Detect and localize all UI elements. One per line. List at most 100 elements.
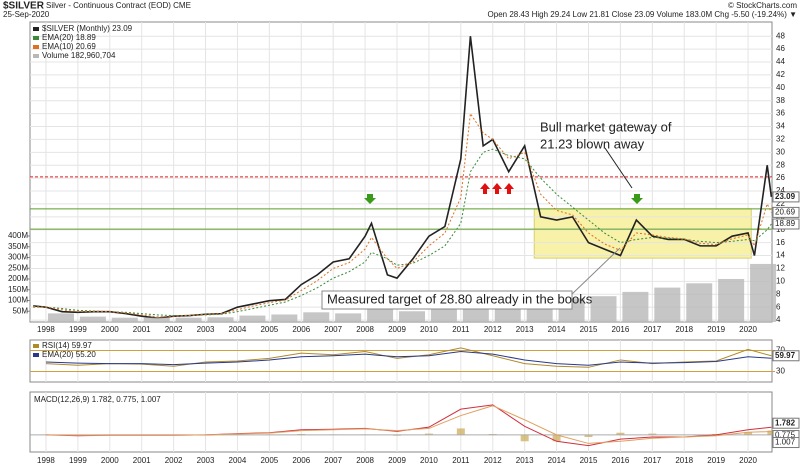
value-flag-label: 1.007 — [775, 438, 796, 447]
y-tick-label: 16 — [776, 238, 785, 247]
y-tick-label: 14 — [776, 251, 785, 260]
symbol: $SILVER — [3, 1, 45, 12]
volume-bar — [335, 313, 362, 322]
x-tick-label: 2014 — [548, 325, 566, 334]
panel-label: MACD(12,26,9) 1.782, 0.775, 1.007 — [34, 395, 161, 404]
histogram-bar — [552, 434, 561, 442]
x-tick-label: 2008 — [356, 325, 374, 334]
x-tick-label: 2001 — [133, 456, 151, 465]
y-tick-label: 26 — [776, 173, 785, 182]
volume-bar — [367, 309, 394, 322]
histogram-bar — [648, 433, 657, 435]
value-flag — [772, 191, 800, 203]
volume-bar — [590, 296, 617, 322]
value-flag-label: 0.775 — [775, 431, 796, 440]
volume-bar — [79, 316, 106, 322]
x-tick-label: 2015 — [580, 325, 598, 334]
annotation: Measured target of 28.80 already in the … — [327, 291, 593, 306]
plots: 1998 1998 1999 1999 2000 2000 2001 2001 2002 2002… — [8, 21, 800, 465]
value-flag-label: 23.09 — [775, 192, 796, 201]
x-tick-label: 2020 — [739, 325, 757, 334]
y-tick-label: 200M — [8, 274, 28, 283]
y-tick-label: 24 — [776, 186, 785, 195]
x-tick-label: 2013 — [516, 456, 534, 465]
volume-bar — [303, 312, 330, 322]
legend-label: EMA(10) 20.69 — [42, 42, 96, 51]
x-tick-label: 2002 — [165, 325, 183, 334]
x-tick-label: 2008 — [356, 456, 374, 465]
quote: Open 28.43 High 29.24 Low 21.81 Close 23… — [488, 10, 797, 19]
legend-label: EMA(20) 18.89 — [42, 33, 96, 42]
x-tick-label: 2018 — [675, 456, 693, 465]
volume-bar — [399, 311, 426, 322]
highlight-zone — [533, 208, 752, 259]
green-arrow — [631, 194, 643, 204]
series-line — [33, 148, 772, 317]
y-tick-label: 22 — [776, 199, 785, 208]
annotation: Bull market gateway of — [540, 119, 672, 134]
pointer — [569, 247, 621, 297]
volume-bar — [175, 317, 202, 322]
y-tick-label: 34 — [776, 122, 785, 131]
x-tick-label: 2018 — [675, 325, 693, 334]
value-flag — [772, 218, 800, 230]
legend-swatch — [33, 36, 39, 40]
panel-frame — [29, 339, 773, 383]
x-tick-label: 2017 — [643, 325, 661, 334]
x-tick-label: 2002 — [165, 456, 183, 465]
red-arrow — [492, 183, 502, 194]
x-tick-label: 2006 — [292, 456, 310, 465]
histogram-bar — [744, 432, 753, 435]
value-flag — [772, 350, 800, 362]
y-tick-label: 100M — [8, 296, 28, 305]
y-tick-label: 42 — [776, 70, 785, 79]
histogram-bar — [456, 428, 465, 435]
value-flag — [772, 417, 800, 429]
x-tick-label: 2007 — [324, 456, 342, 465]
y-tick-label: 10 — [776, 276, 785, 285]
histogram-bar — [584, 434, 593, 437]
series-line — [33, 112, 772, 318]
legend-swatch — [33, 54, 39, 58]
instrument-name: Silver - Continuous Contract (EOD) CME — [46, 1, 191, 10]
x-tick-label: 2000 — [101, 325, 119, 334]
x-tick-label: 2012 — [484, 325, 502, 334]
y-tick-label: 32 — [776, 135, 785, 144]
x-tick-label: 2001 — [133, 325, 151, 334]
value-flag-label: 20.69 — [775, 207, 796, 216]
pointer — [604, 147, 633, 189]
volume-bar — [686, 283, 713, 322]
x-tick-label: 1999 — [69, 325, 87, 334]
x-tick-label: 2019 — [707, 456, 725, 465]
histogram-bar — [767, 430, 776, 435]
x-tick-label: 2006 — [292, 325, 310, 334]
x-tick-label: 2009 — [388, 325, 406, 334]
value-flag-label: 59.97 — [775, 351, 796, 360]
x-tick-label: 1998 — [37, 456, 55, 465]
y-tick-label: 12 — [776, 264, 785, 273]
x-tick-label: 2014 — [548, 456, 566, 465]
x-tick-label: 2015 — [580, 456, 598, 465]
volume-bar — [111, 317, 138, 322]
volume-bar — [622, 291, 649, 322]
volume-bar — [47, 313, 74, 322]
y-tick-label: 44 — [776, 57, 785, 66]
y-tick-label: 300M — [8, 253, 28, 262]
x-tick-label: 2012 — [484, 456, 502, 465]
x-tick-label: 2004 — [229, 325, 247, 334]
volume-bar — [718, 278, 745, 322]
arrows — [364, 147, 643, 297]
y-tick-label: 6 — [776, 302, 781, 311]
histogram-bar — [520, 434, 529, 442]
volume-bar — [430, 309, 457, 322]
volume-bar — [239, 315, 266, 322]
date: 25-Sep-2020 — [3, 10, 50, 19]
y-tick-label: 48 — [776, 31, 785, 40]
red-arrow — [480, 183, 490, 194]
y-tick-label: 30 — [776, 147, 785, 156]
legend-swatch — [33, 353, 39, 357]
x-tick-label: 2011 — [452, 456, 470, 465]
legend-label: RSI(14) 59.97 — [42, 341, 92, 350]
legend-label: Volume 182,960,704 — [42, 51, 116, 60]
